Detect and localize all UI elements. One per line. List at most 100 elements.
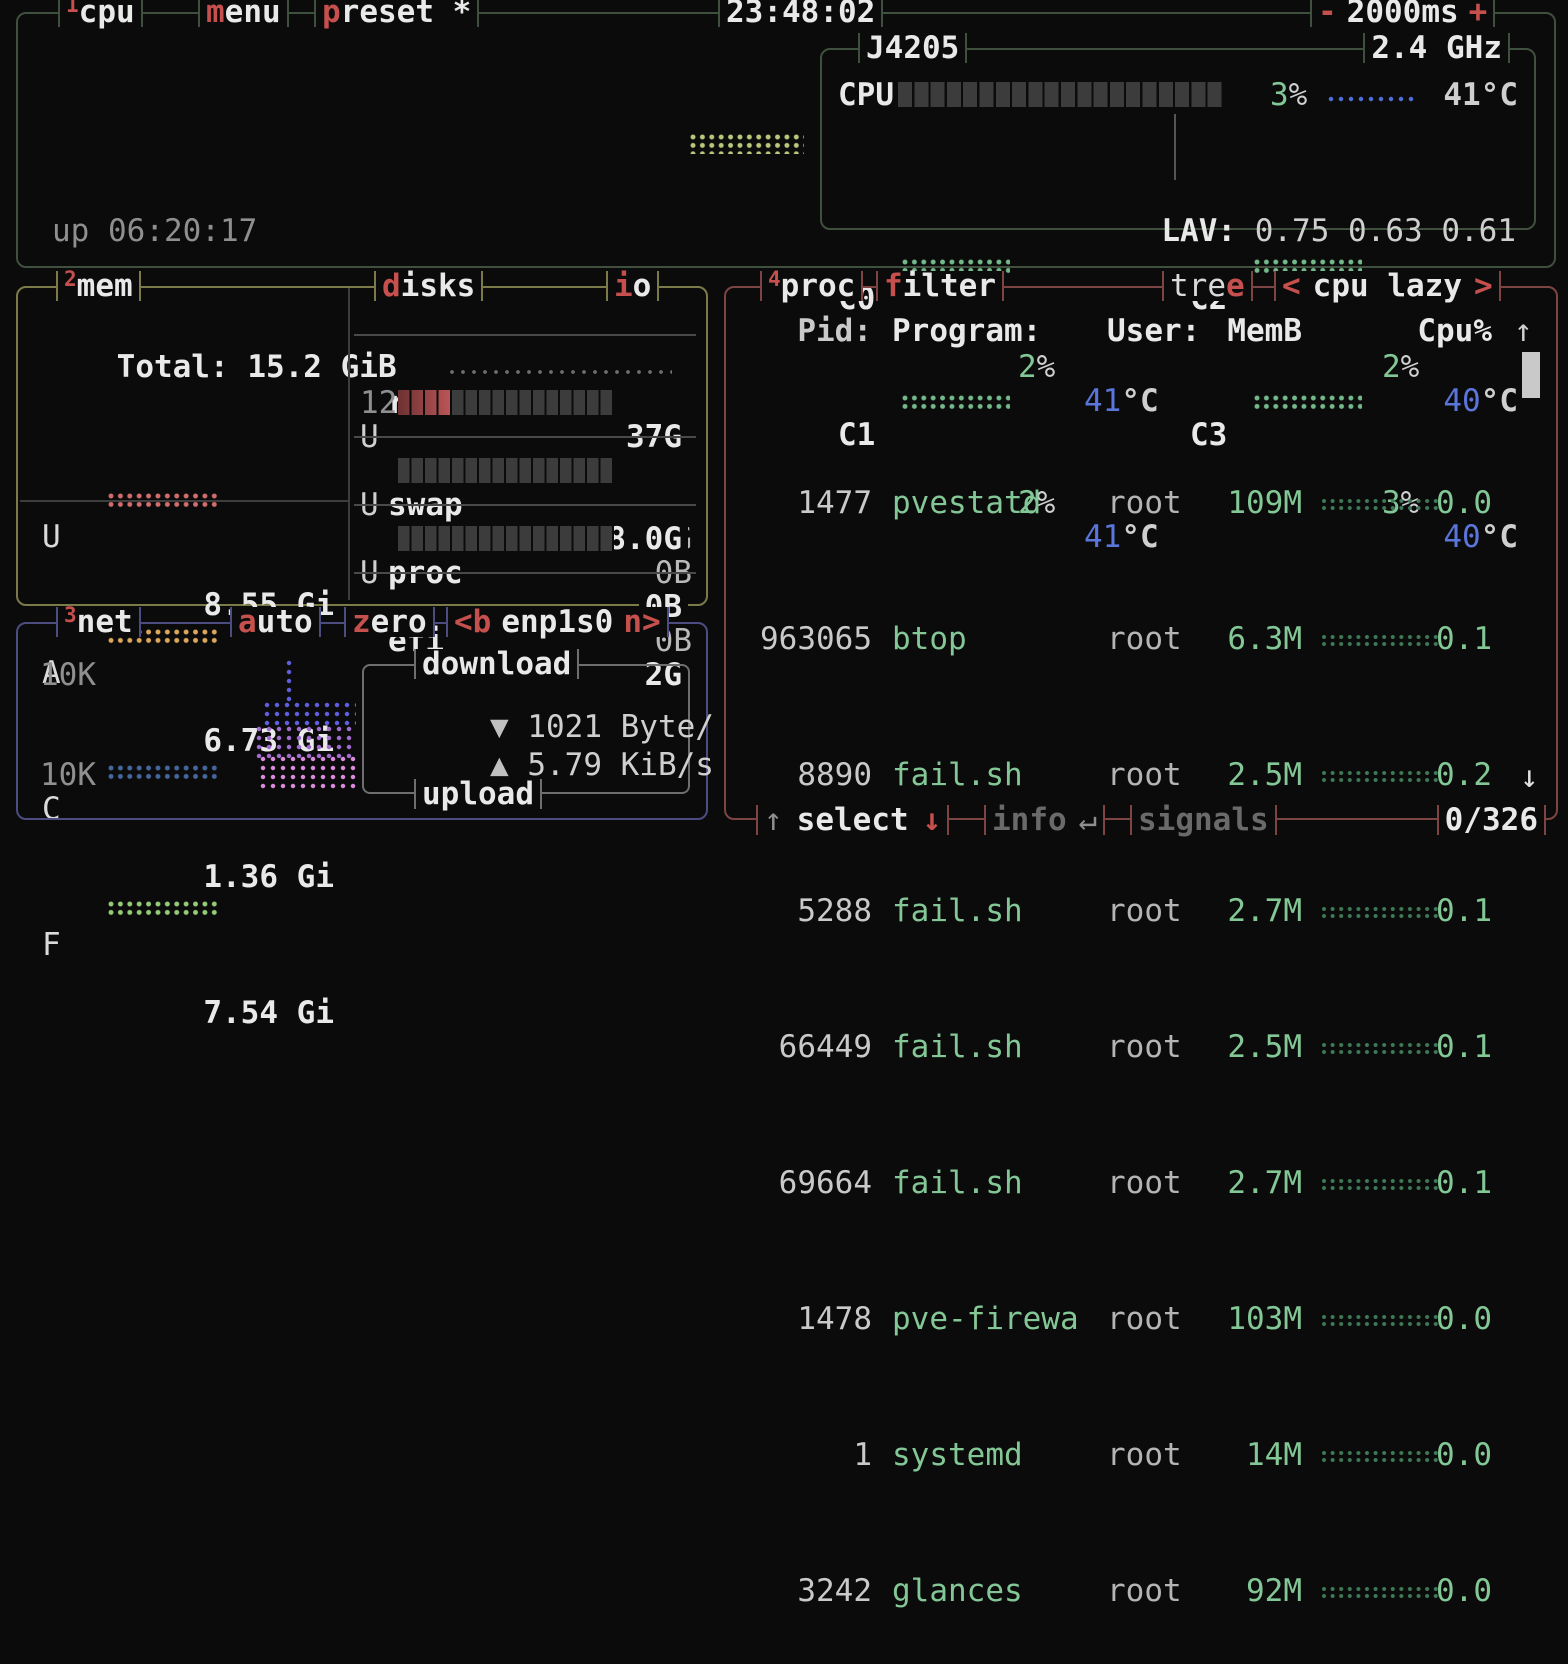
- upload-row: ▲ 5.79 KiB/s: [378, 714, 714, 816]
- interval-value: 2000ms: [1346, 0, 1459, 30]
- core-temp: 40°C: [1443, 519, 1518, 555]
- process-cpu: 0.0: [1436, 1573, 1492, 1609]
- sort-prev-button[interactable]: <: [1282, 268, 1301, 304]
- table-row[interactable]: 8890 fail.sh root 2.5M 0.2: [726, 758, 1556, 792]
- process-cpu: 0.1: [1436, 1165, 1492, 1201]
- info-button[interactable]: info ↵: [984, 803, 1106, 837]
- process-cpu: 0.0: [1436, 1301, 1492, 1337]
- col-pid[interactable]: Pid:: [797, 313, 872, 349]
- net-next-button[interactable]: n>: [623, 604, 661, 640]
- table-row[interactable]: 1478 pve-firewa root 103M 0.0: [726, 1302, 1556, 1336]
- core-temp: 41°C: [1084, 383, 1159, 419]
- sort-selector: < cpu lazy >: [1274, 268, 1501, 304]
- process-cpu: 0.1: [1436, 621, 1492, 657]
- update-interval: -2000ms +: [1310, 0, 1496, 30]
- mem-stat-graph: [108, 901, 220, 918]
- table-row[interactable]: 5288 fail.sh root 2.7M 0.1: [726, 894, 1556, 928]
- core-percent: 2%: [1018, 485, 1056, 521]
- process-cpu-graph: [1322, 635, 1440, 648]
- mem-stat-value: 7.54 Gi: [203, 995, 334, 1031]
- network-panel: 3 net a uto z ero <b enp1s0 n> 10K 10K downlo…: [16, 603, 714, 820]
- select-down-icon[interactable]: ↓: [922, 802, 942, 838]
- core-percent: 2%: [1018, 349, 1056, 385]
- process-mem: 109M: [1227, 485, 1302, 521]
- disks-panel: root 37G 120K U 14G swap 8.0G U 0B proc: [348, 288, 706, 692]
- core-row: C1 2% 41°C: [838, 384, 1168, 554]
- net-zero-button[interactable]: z ero: [344, 605, 435, 639]
- col-cpu[interactable]: Cpu%: [1417, 313, 1492, 349]
- process-cpu-graph: [1322, 771, 1440, 784]
- net-download-graph-base: [264, 702, 356, 728]
- process-cpu: 0.2: [1436, 757, 1492, 793]
- signals-button[interactable]: signals: [1130, 803, 1277, 837]
- process-user: root: [1107, 485, 1182, 521]
- table-row[interactable]: 963065 btop root 6.3M 0.1: [726, 622, 1556, 656]
- interval-increase-button[interactable]: +: [1468, 0, 1488, 30]
- table-row[interactable]: 69664 fail.sh root 2.7M 0.1: [726, 1166, 1556, 1200]
- sort-next-button[interactable]: >: [1473, 268, 1493, 304]
- process-mem: 103M: [1227, 1301, 1302, 1337]
- table-row[interactable]: 1 systemd root 14M 0.0: [726, 1438, 1556, 1472]
- filter-button[interactable]: f ilter: [876, 269, 1004, 303]
- disk-used-row: U 0B: [350, 454, 706, 590]
- col-user[interactable]: User:: [1107, 313, 1201, 349]
- table-row[interactable]: 1477 pvestatd root 109M 0.0: [726, 486, 1556, 520]
- disks-toggle[interactable]: d isks: [374, 269, 484, 303]
- table-row[interactable]: 3242 glances root 92M 0.0: [726, 1574, 1556, 1608]
- table-row[interactable]: 66449 fail.sh root 2.5M 0.1: [726, 1030, 1556, 1064]
- cpu-core-panel: J4205 2.4 GHz CPU 3% 41°C C0 2% 41°C: [820, 31, 1536, 554]
- disk-io-graph: [450, 370, 672, 379]
- cpu-frequency: 2.4 GHz: [1363, 31, 1510, 65]
- net-box-title[interactable]: 3 net: [56, 603, 141, 639]
- disk-used-meter: [452, 390, 614, 415]
- mem-box-title[interactable]: 2 mem: [56, 267, 141, 303]
- net-interface-switcher: <b enp1s0 n>: [446, 604, 669, 640]
- scroll-down-icon[interactable]: ↓: [1520, 759, 1539, 795]
- preset-button[interactable]: p reset *: [314, 0, 480, 29]
- net-scale-bottom: 10K: [40, 757, 96, 793]
- core-row: C0 2% 41°C: [838, 248, 1168, 418]
- process-user: root: [1107, 757, 1182, 793]
- net-box-number: 3: [64, 603, 77, 627]
- process-name: btop: [892, 621, 967, 657]
- cpu-total-label: CPU: [838, 77, 894, 113]
- core-temp: 40°C: [1443, 383, 1518, 419]
- menu-button[interactable]: m enu: [198, 0, 289, 29]
- interval-decrease-button[interactable]: -: [1318, 0, 1337, 30]
- net-interface: enp1s0: [501, 604, 614, 640]
- tree-button[interactable]: tre e: [1162, 269, 1253, 303]
- core-label: C1: [838, 417, 876, 453]
- mem-stat-label: F: [42, 927, 61, 963]
- disk-row-root: root 37G: [350, 318, 706, 454]
- process-cpu: 0.0: [1436, 1437, 1492, 1473]
- download-label: download: [414, 647, 580, 681]
- select-control[interactable]: ↑ select ↓: [756, 802, 950, 838]
- process-name: pvestatd: [892, 485, 1042, 521]
- cpu-total-percent: 3%: [1270, 77, 1308, 113]
- core-graph: [1254, 395, 1362, 410]
- disk-used-meter-fill: [398, 390, 452, 415]
- scrollbar[interactable]: [1522, 352, 1540, 398]
- disk-used-row: U 14G: [350, 386, 706, 556]
- core-graph: [1254, 259, 1362, 274]
- col-program[interactable]: Program:: [892, 313, 1042, 349]
- table-header: Pid: Program: User: MemB Cpu% ↑: [726, 314, 1556, 348]
- disk-size: 8.0G: [601, 522, 688, 556]
- net-speed-readout: download ▼ 1021 Byte/ ▲ 5.79 KiB/s uploa…: [362, 647, 714, 811]
- download-value: 1021 Byte/: [527, 709, 714, 745]
- select-up-icon[interactable]: ↑: [764, 802, 783, 838]
- core-percent: 2%: [1382, 349, 1420, 385]
- cpu-box-title[interactable]: 1 cpu: [58, 0, 143, 29]
- download-arrow-icon: ▼: [489, 709, 509, 745]
- net-prev-button[interactable]: <b: [454, 604, 492, 640]
- col-mem[interactable]: MemB: [1227, 313, 1302, 349]
- download-row: ▼ 1021 Byte/: [378, 676, 714, 778]
- uptime-label: up 06:20:17: [52, 213, 258, 249]
- process-name: glances: [892, 1573, 1023, 1609]
- proc-box-title[interactable]: 4 proc: [760, 267, 864, 303]
- process-user: root: [1107, 621, 1182, 657]
- proc-box-number: 4: [768, 267, 781, 291]
- net-auto-button[interactable]: a uto: [230, 605, 321, 639]
- process-pid: 963065: [760, 621, 872, 657]
